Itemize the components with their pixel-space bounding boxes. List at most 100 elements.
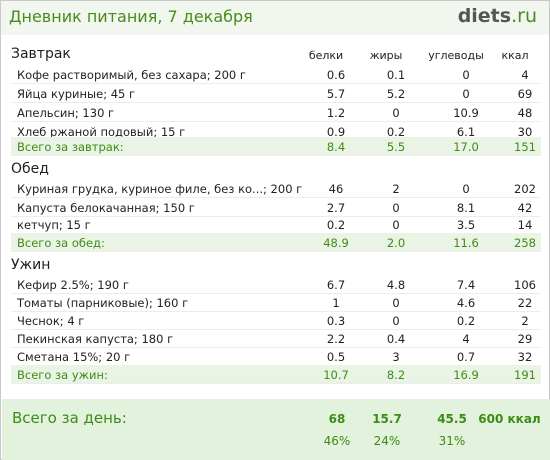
lunch-total-row: Всего за обед: 48.9 2.0 11.6 258 [11,233,541,252]
carbs-value: 3.5 [456,218,476,232]
fat-value: 0 [392,296,400,310]
table-row[interactable]: Апельсин; 130 г 1.2 0 10.9 48 [11,103,541,122]
breakfast-total-row: Всего за завтрак: 8.4 5.5 17.0 151 [11,137,541,156]
carbs-total: 11.6 [453,236,479,250]
kcal-value: 29 [517,332,533,346]
table-row[interactable]: Кофе растворимый, без сахара; 200 г 0.6 … [11,65,541,84]
food-name[interactable]: Кефир 2.5%; 190 г [17,278,129,292]
fat-total: 5.5 [386,140,406,154]
day-carbs-total: 45.5 [437,412,467,426]
protein-value: 2.2 [326,332,346,346]
fat-total: 8.2 [386,368,406,382]
day-protein-percent: 46% [323,434,351,448]
protein-value: 0.9 [326,125,346,139]
protein-total: 10.7 [323,368,349,382]
column-header-carbs: углеводы [428,49,484,62]
day-total-label: Всего за день: [12,409,127,427]
kcal-value: 2 [521,314,529,328]
fat-value: 0.2 [386,125,406,139]
total-label: Всего за ужин: [17,368,108,382]
food-name[interactable]: Пекинская капуста; 180 г [17,332,174,346]
table-row[interactable]: Чеснок; 4 г 0.3 0 0.2 2 [11,311,541,330]
carbs-value: 8.1 [456,201,476,215]
table-row[interactable]: кетчуп; 15 г 0.2 0 3.5 14 [11,215,541,234]
food-name[interactable]: Хлеб ржаной подовый; 15 г [17,125,186,139]
fat-value: 5.2 [386,87,406,101]
kcal-total: 258 [514,236,536,250]
table-row[interactable]: Сметана 15%; 20 г 0.5 3 0.7 32 [11,347,541,366]
carbs-value: 4.6 [456,296,476,310]
protein-value: 1.2 [326,106,346,120]
carbs-value: 7.4 [456,278,476,292]
protein-value: 0.3 [326,314,346,328]
food-name[interactable]: Чеснок; 4 г [17,314,85,328]
table-row[interactable]: Яйца куриные; 45 г 5.7 5.2 0 69 [11,84,541,103]
kcal-value: 4 [521,68,529,82]
protein-value: 6.7 [326,278,346,292]
carbs-total: 16.9 [453,368,479,382]
fat-value: 4.8 [386,278,406,292]
page-title: Дневник питания, 7 декабря [9,7,253,26]
site-logo[interactable]: diets.ru [458,5,537,27]
table-row[interactable]: Куриная грудка, куриное филе, без ко...;… [11,179,541,198]
column-header-kcal: ккал [501,49,529,62]
protein-value: 2.7 [326,201,346,215]
food-name[interactable]: Сметана 15%; 20 г [17,350,131,364]
food-name[interactable]: Томаты (парниковые); 160 г [17,296,189,310]
table-row[interactable]: Капуста белокачанная; 150 г 2.7 0 8.1 42 [11,198,541,217]
protein-value: 0.2 [326,218,346,232]
kcal-value: 48 [517,106,533,120]
kcal-value: 30 [517,125,533,139]
total-label: Всего за обед: [17,236,105,250]
carbs-value: 0.2 [456,314,476,328]
fat-value: 3 [392,350,400,364]
table-row[interactable]: Кефир 2.5%; 190 г 6.7 4.8 7.4 106 [11,275,541,294]
kcal-value: 32 [517,350,533,364]
fat-total: 2.0 [386,236,406,250]
kcal-value: 69 [517,87,533,101]
protein-value: 5.7 [326,87,346,101]
carbs-value: 10.9 [453,106,479,120]
kcal-total: 191 [514,368,536,382]
carbs-value: 0 [462,68,470,82]
food-name[interactable]: Капуста белокачанная; 150 г [17,201,195,215]
total-label: Всего за завтрак: [17,140,124,154]
fat-value: 0 [392,218,400,232]
kcal-value: 106 [514,278,536,292]
section-title-breakfast: Завтрак [11,46,71,62]
kcal-total: 151 [514,140,536,154]
protein-value: 1 [332,296,340,310]
day-fat-total: 15.7 [372,412,402,426]
column-header-protein: белки [308,49,344,62]
kcal-value: 22 [517,296,533,310]
carbs-value: 4 [462,332,470,346]
food-name[interactable]: Кофе растворимый, без сахара; 200 г [17,68,246,82]
fat-value: 0.1 [386,68,406,82]
dinner-total-row: Всего за ужин: 10.7 8.2 16.9 191 [11,365,541,384]
protein-value: 0.5 [326,350,346,364]
kcal-value: 202 [514,182,536,196]
kcal-value: 42 [517,201,533,215]
fat-value: 0 [392,314,400,328]
column-header-fat: жиры [369,49,403,62]
food-name[interactable]: кетчуп; 15 г [17,218,91,232]
table-row[interactable]: Томаты (парниковые); 160 г 1 0 4.6 22 [11,293,541,312]
fat-value: 0 [392,201,400,215]
logo-tld: .ru [511,5,537,27]
food-name[interactable]: Апельсин; 130 г [17,106,115,120]
kcal-value: 14 [517,218,533,232]
carbs-value: 0 [462,182,470,196]
logo-main: diets [457,5,512,27]
table-row[interactable]: Пекинская капуста; 180 г 2.2 0.4 4 29 [11,329,541,348]
food-name[interactable]: Яйца куриные; 45 г [17,87,136,101]
section-title-dinner: Ужин [11,257,51,273]
header: Дневник питания, 7 декабря diets.ru [1,1,549,35]
protein-value: 46 [328,182,344,196]
day-fat-percent: 24% [373,434,401,448]
food-name[interactable]: Куриная грудка, куриное филе, без ко...;… [17,182,303,196]
fat-value: 2 [392,182,400,196]
day-protein-total: 68 [328,412,346,426]
section-title-lunch: Обед [11,161,49,177]
carbs-value: 0.7 [456,350,476,364]
fat-value: 0 [392,106,400,120]
